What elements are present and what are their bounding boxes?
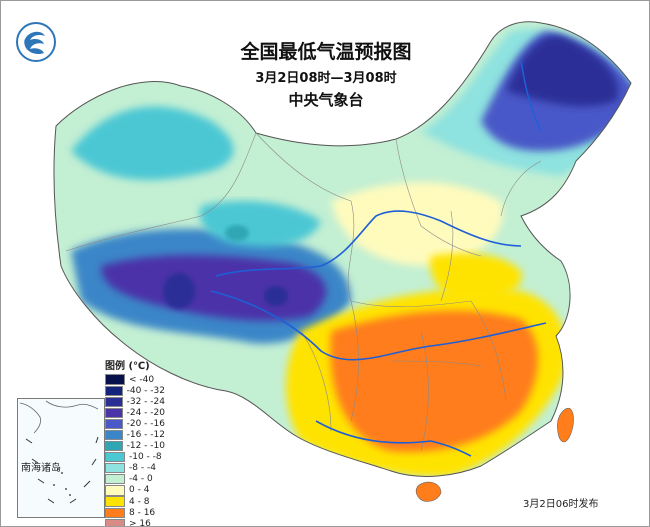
legend-label: < -40 [129,374,155,385]
legend-label: 8 - 16 [129,507,156,518]
taiwan-island [557,407,574,443]
legend-label: -40 - -32 [126,385,165,396]
legend-swatch [105,385,123,396]
legend-item: -8 - -4 [105,463,165,474]
legend-label: 0 - 4 [129,485,150,496]
legend-item: -24 - -20 [105,407,165,418]
legend-item: -12 - -10 [105,441,165,452]
legend-label: -8 - -4 [129,463,156,474]
temperature-legend: 图例 (℃) < -40 -40 - -32 -32 - -24 -24 - -20-… [105,357,165,527]
inset-map [19,400,99,504]
legend-swatch [105,485,125,496]
legend-item: -32 - -24 [105,396,165,407]
legend-label: > 16 [129,518,151,527]
south-china-sea-inset [17,398,105,518]
legend-label: 4 - 8 [129,496,150,507]
province-borders [65,132,542,452]
map-title: 全国最低气温预报图 [240,41,412,63]
rivers [210,60,547,457]
issue-time: 3月2日06时发布 [523,499,599,510]
legend-item: -20 - -16 [105,418,165,430]
legend-swatch [105,518,125,526]
legend-label: -10 - -8 [129,452,162,463]
inset-label: 南海诸岛 [21,463,61,474]
legend-title: 图例 (℃) [105,361,150,372]
hainan-island [415,481,442,502]
legend-swatch [105,463,125,474]
legend-item: 8 - 16 [105,507,165,518]
legend-swatch [105,496,125,507]
issuer-name: 中央气象台 [288,91,364,109]
forecast-period: 3月2日08时—3月08时 [255,71,397,86]
legend-swatch [105,474,125,485]
legend-item: -16 - -12 [105,429,165,441]
legend-swatch [105,507,125,518]
legend-item: -10 - -8 [105,452,165,463]
legend-label: -32 - -24 [126,396,165,407]
legend-item: > 16 [105,518,165,527]
legend-item: -4 - 0 [105,474,165,485]
legend-swatch [105,418,123,430]
legend-item: -40 - -32 [105,385,165,396]
legend-item: 4 - 8 [105,496,165,507]
legend-item: 0 - 4 [105,485,165,496]
legend-label: -16 - -12 [126,430,165,441]
legend-swatch [105,429,123,441]
cma-logo-icon [16,22,56,62]
legend-swatch [105,452,125,463]
legend-label: -12 - -10 [126,441,165,452]
legend-swatch [105,441,123,452]
legend-label: -4 - 0 [129,474,153,485]
legend-swatch [105,374,125,385]
legend-swatch [105,396,123,407]
legend-swatch [105,407,123,418]
legend-label: -20 - -16 [126,418,165,429]
legend-label: -24 - -20 [126,407,165,418]
legend-item: < -40 [105,374,165,385]
